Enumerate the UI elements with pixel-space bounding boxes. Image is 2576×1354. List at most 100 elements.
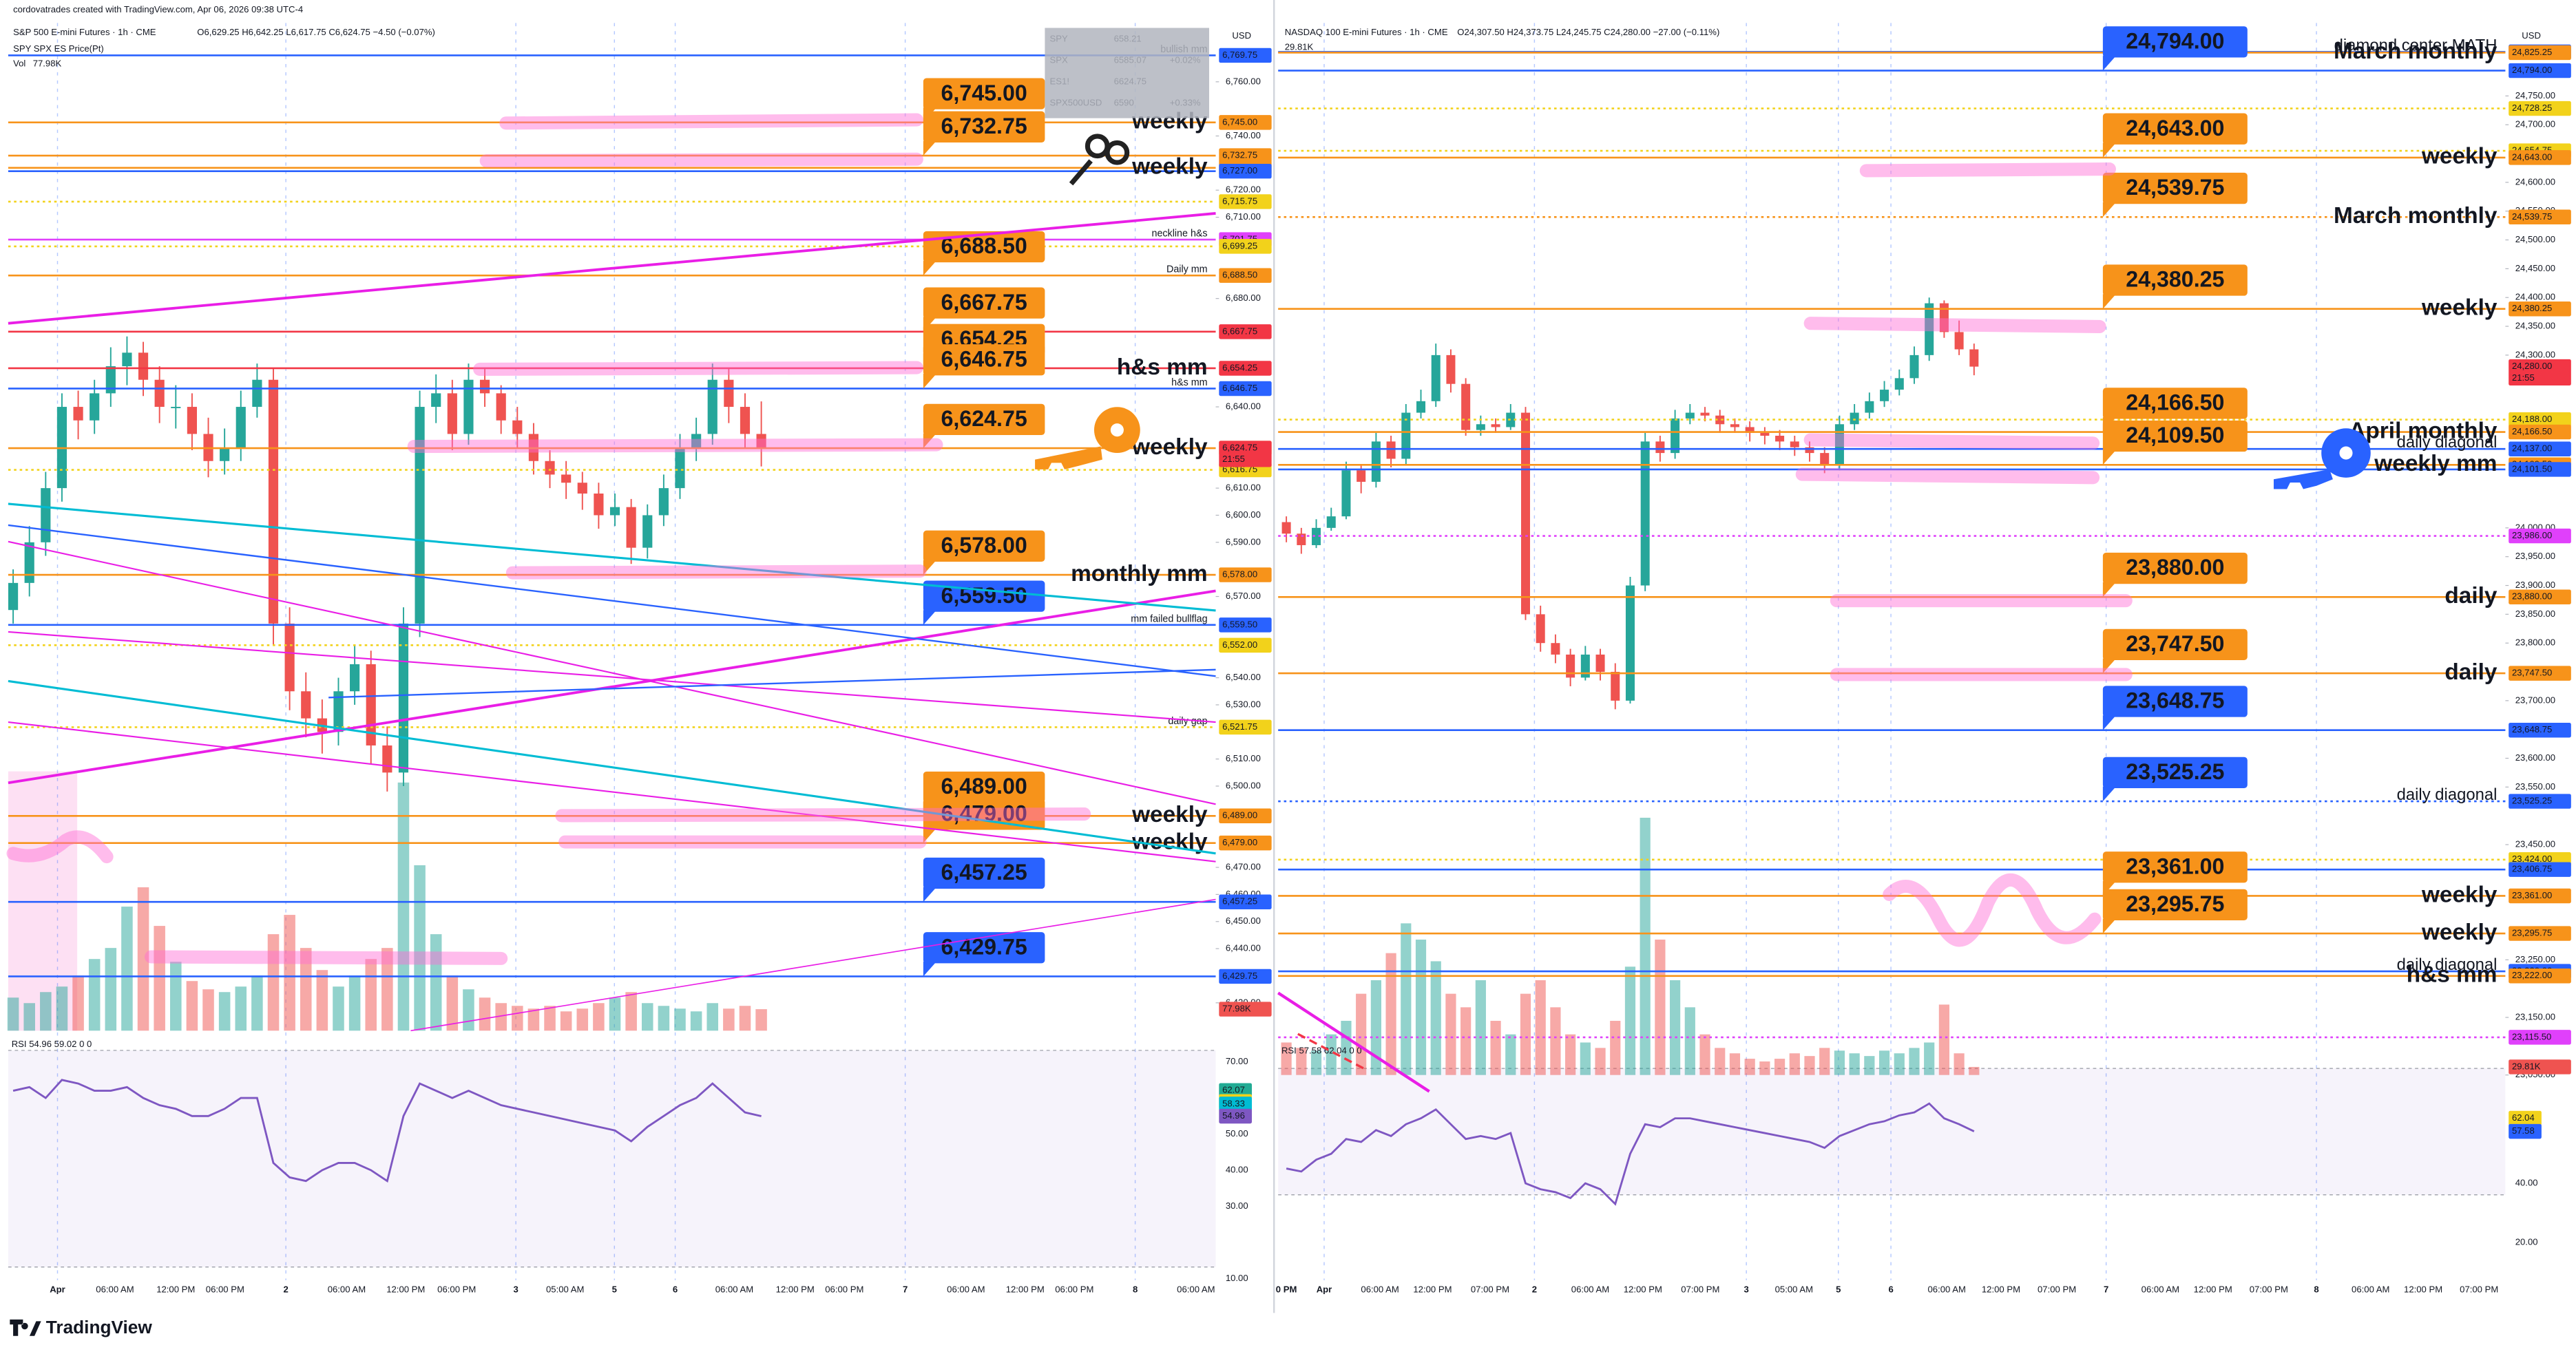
- x-tick-label: 06:00 PM: [1055, 1284, 1093, 1294]
- candle-body: [171, 407, 181, 408]
- price-tag-label: 6,688.50: [1222, 270, 1257, 280]
- last-price-label: 6,624.75: [1222, 443, 1257, 453]
- level-box: [2102, 420, 2248, 452]
- price-tag: [2509, 666, 2571, 681]
- y-tick-label: 6,510.00: [1226, 753, 1261, 763]
- key-hole: [1110, 423, 1124, 437]
- x-tick-label: 06:00 AM: [1928, 1284, 1966, 1294]
- candle-body: [235, 407, 246, 448]
- price-tag: [2509, 150, 2571, 165]
- price-tag-label: 23,880.00: [2512, 591, 2552, 602]
- level-note: weekly: [1131, 802, 1208, 827]
- level-box-label: 6,667.75: [941, 290, 1027, 315]
- y-tick-label: 24,350.00: [2515, 321, 2555, 331]
- price-tag: [1219, 617, 1272, 633]
- level-box: [923, 530, 1045, 562]
- highlight: [144, 950, 508, 965]
- level-box: [923, 932, 1045, 964]
- level-box-label: 23,880.00: [2126, 555, 2224, 580]
- rsi-legend: RSI 57.58 62.04 0 0: [1281, 1046, 1362, 1056]
- level-box-label: 6,457.25: [941, 860, 1027, 885]
- candle-body: [1506, 412, 1516, 427]
- footer-brand: TradingView: [46, 1317, 153, 1337]
- price-tag: [2509, 101, 2571, 116]
- candle-body: [1775, 436, 1785, 442]
- ohlc-values: O24,307.50 H24,373.75 L24,245.75 C24,280…: [1457, 27, 1719, 37]
- level-box: [923, 287, 1045, 319]
- price-tag-label: 23,295.75: [2512, 928, 2552, 938]
- candle-body: [1745, 427, 1755, 433]
- candle-body: [577, 483, 587, 494]
- price-tag: [2509, 926, 2571, 941]
- volume-bar: [1759, 1061, 1770, 1075]
- candle-body: [1640, 441, 1650, 586]
- level-note: h&s mm: [1171, 377, 1207, 388]
- volume-bar: [267, 934, 280, 1031]
- level-box-label: 6,624.75: [941, 406, 1027, 431]
- level-box: [2102, 628, 2248, 661]
- level-box: [923, 857, 1045, 889]
- x-tick-label: 06:00 AM: [1571, 1284, 1609, 1294]
- highlight: [1795, 467, 2100, 485]
- candle-body: [561, 474, 572, 483]
- x-tick-label: 8: [1133, 1284, 1138, 1294]
- level-box: [2102, 552, 2248, 584]
- x-tick-label: 07:00 PM: [2038, 1284, 2076, 1294]
- candle-body: [1431, 355, 1441, 401]
- price-tag: [2509, 412, 2571, 427]
- volume-bar: [218, 992, 231, 1031]
- candle-body: [1909, 355, 1919, 379]
- candle-body: [350, 664, 360, 692]
- indicator-label: SPY SPX ES Price(Pt): [13, 43, 104, 54]
- highlight: [505, 564, 927, 580]
- candle-body: [1671, 418, 1680, 454]
- key-head: [1104, 140, 1130, 165]
- level-note: April monthly: [2349, 418, 2498, 443]
- chart-title: S&P 500 E-mini Futures · 1h · CME: [13, 27, 156, 37]
- candle-body: [1760, 432, 1770, 436]
- candle-body: [333, 691, 344, 732]
- level-note: mm failed bullflag: [1131, 613, 1207, 624]
- volume-bar: [625, 992, 637, 1031]
- price-tag-label: 24,188.00: [2512, 414, 2552, 424]
- volume-bar: [641, 1003, 653, 1031]
- candle-body: [1281, 522, 1291, 534]
- last-price-label: 24,280.00: [2512, 361, 2552, 371]
- candle-body: [105, 366, 116, 394]
- level-box: [923, 231, 1045, 263]
- y-tick-label: 6,530.00: [1226, 699, 1261, 709]
- highlights: [6, 113, 2133, 965]
- level-box-label: 23,648.75: [2126, 688, 2224, 713]
- candle-body: [1969, 349, 1979, 367]
- symbols-table: [1045, 28, 1209, 118]
- rsi-tag-label: 58.33: [1222, 1098, 1245, 1108]
- level-note: weekly: [2421, 295, 2498, 321]
- level-box-label: 23,747.50: [2126, 631, 2224, 656]
- y-tick-label: 6,680.00: [1226, 293, 1261, 303]
- candle-body: [8, 582, 19, 611]
- candle-body: [1312, 527, 1321, 545]
- volume-bar: [755, 1009, 767, 1031]
- x-tick-label: 07:00 PM: [1471, 1284, 1509, 1294]
- y-tick-label: 23,450.00: [2515, 838, 2555, 849]
- volume-bar: [1415, 939, 1427, 1075]
- level-note: weekly: [2421, 144, 2498, 169]
- candle-body: [1520, 412, 1531, 615]
- candle-body: [1536, 614, 1545, 644]
- x-tick-label: 06:00 PM: [825, 1284, 863, 1294]
- highlight: [479, 152, 923, 168]
- price-tag: [2509, 969, 2571, 984]
- footer: TradingView: [10, 1317, 152, 1337]
- volume-bar: [1804, 1056, 1815, 1075]
- volume-bar: [1580, 1042, 1591, 1075]
- drawings: [6, 113, 2371, 1093]
- candle-body: [594, 493, 604, 516]
- candle-body: [24, 542, 34, 583]
- candle-body: [1476, 424, 1485, 430]
- x-tick-label: 05:00 AM: [546, 1284, 584, 1294]
- price-tag-label: 24,101.50: [2512, 463, 2552, 474]
- volume-bar: [739, 1006, 751, 1031]
- level-box: [923, 78, 1045, 109]
- volume-tag: [2509, 1059, 2571, 1075]
- x-tick-label: 3: [514, 1284, 519, 1294]
